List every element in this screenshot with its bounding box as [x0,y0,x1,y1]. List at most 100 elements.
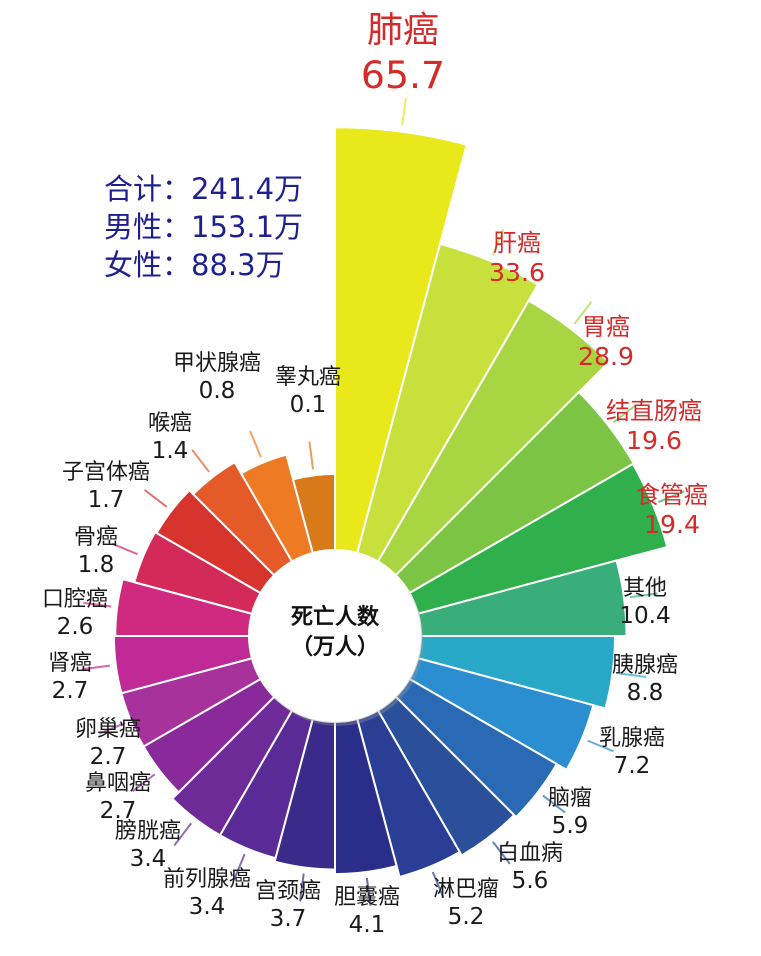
segment-value: 10.4 [619,602,671,629]
center-circle [249,550,421,722]
center-label: 死亡人数 （万人） [255,603,415,663]
segment-value: 8.8 [626,679,664,706]
segment-name: 睾丸癌 [274,365,342,390]
segment-name: 白血病 [496,841,564,866]
segment-value: 3.7 [269,905,307,932]
leader-line [431,871,445,899]
segment-name: 胰腺癌 [611,653,679,678]
segment-name: 胃癌 [582,313,630,341]
summary-total: 合计：241.4万 [104,172,304,206]
segment-label: 肾癌 2.7 [48,650,92,705]
segment-label: 肺癌 65.7 [361,8,445,98]
segment-label: 前列腺癌 3.4 [163,866,251,921]
segment-name: 卵巢癌 [74,717,142,742]
segment-label: 结直肠癌 19.6 [606,396,702,456]
leader-line [98,721,126,735]
segment-label: 睾丸癌 0.1 [275,364,341,419]
leader-line [587,739,614,753]
leader-line [131,773,156,793]
segment-name: 宫颈癌 [254,879,322,904]
segment-label: 乳腺癌 7.2 [599,725,665,780]
leader-line [618,672,647,678]
segment-value: 33.6 [488,258,546,287]
leader-line [83,601,112,608]
segment-value: 4.1 [348,911,386,938]
segment-value: 2.7 [51,677,89,704]
leader-line [191,449,210,473]
segment-label: 鼻咽癌 2.7 [85,770,151,825]
segment-value: 7.2 [613,752,651,779]
segment-name: 肺癌 [366,10,440,51]
segment-label: 胃癌 28.9 [578,312,634,372]
segment-value: 2.7 [89,743,127,770]
segment-name: 口腔癌 [41,587,109,612]
segment-value: 65.7 [360,53,446,97]
segment-name: 子宫体癌 [61,460,151,485]
segment-label: 其他 10.4 [619,575,670,630]
leader-line [401,97,407,126]
leader-line [492,841,511,865]
leader-line [233,853,246,881]
leader-line [143,489,168,508]
segment-label: 卵巢癌 2.7 [75,716,141,771]
segment-label: 白血病 5.6 [497,840,563,895]
bar-segment [334,126,468,555]
segment-value: 0.8 [198,377,236,404]
segment-value: 19.4 [643,510,701,539]
segment-name: 乳腺癌 [598,726,666,751]
segment-label: 肝癌 33.6 [489,228,545,288]
segment-value: 3.4 [188,893,226,920]
segment-name: 脑瘤 [547,786,593,811]
segment-value: 5.6 [511,867,549,894]
segment-value: 5.9 [551,812,589,839]
segment-value: 2.6 [56,613,94,640]
center-title: 死亡人数 [290,605,379,630]
segment-value: 28.9 [577,342,635,371]
segment-label: 胰腺癌 8.8 [612,652,678,707]
segment-name: 食管癌 [636,481,708,509]
segment-label: 骨癌 1.8 [74,524,118,579]
leader-line [111,542,138,556]
segment-label: 宫颈癌 3.7 [255,878,321,933]
summary-totals: 合计：241.4万 男性：153.1万 女性：88.3万 [104,170,303,284]
segment-name: 其他 [622,576,668,601]
leader-line [573,301,593,325]
leader-line [612,404,637,424]
segment-name: 前列腺癌 [162,867,252,892]
leader-line [491,229,505,256]
leader-line [542,794,566,814]
segment-name: 甲状腺癌 [172,351,262,376]
segment-label: 膀胱癌 3.4 [115,818,181,873]
summary-female: 女性：88.3万 [104,248,285,282]
segment-value: 3.4 [129,845,167,872]
summary-male: 男性：153.1万 [104,210,304,244]
leader-line [365,877,372,906]
segment-label: 淋巴瘤 5.2 [433,876,499,931]
leader-line [629,592,658,599]
segment-name: 胆囊癌 [333,885,401,910]
leader-line [299,873,305,902]
segment-label: 食管癌 19.4 [636,480,708,540]
segment-name: 肝癌 [493,229,541,257]
segment-value: 0.1 [289,391,327,418]
leader-line [81,664,110,671]
segment-value: 19.6 [625,426,683,455]
segment-value: 2.7 [99,797,137,824]
segment-name: 骨癌 [73,525,119,550]
segment-name: 鼻咽癌 [84,771,152,796]
segment-label: 喉癌 1.4 [148,410,192,465]
segment-name: 喉癌 [147,411,193,436]
segment-name: 淋巴瘤 [432,877,500,902]
segment-value: 1.7 [87,486,125,513]
segment-label: 胆囊癌 4.1 [334,884,400,939]
segment-label: 脑瘤 5.9 [548,785,592,840]
center-unit: （万人） [290,635,379,660]
leader-line [308,441,315,470]
segment-value: 1.4 [151,437,189,464]
segment-name: 膀胱癌 [114,819,182,844]
segment-name: 结直肠癌 [606,397,702,425]
segment-label: 子宫体癌 1.7 [62,459,150,514]
leader-line [657,490,685,503]
segment-value: 5.2 [447,903,485,930]
